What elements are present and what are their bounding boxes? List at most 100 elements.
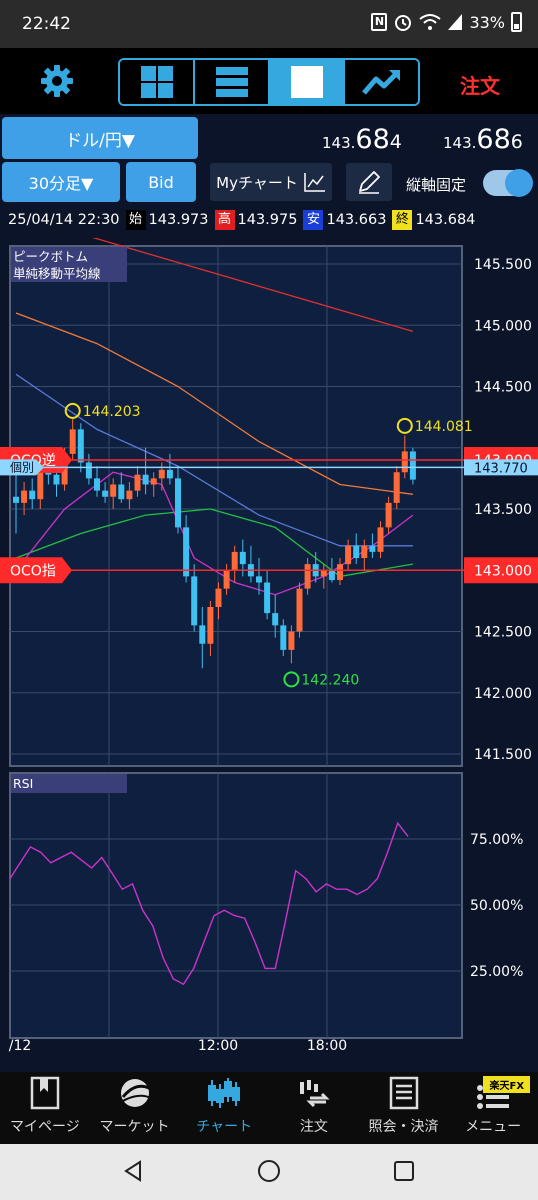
candle-body [166, 469, 173, 479]
currency-pair-selector[interactable]: ドル/円▼ [2, 117, 198, 159]
layout-quad-button[interactable] [120, 60, 195, 104]
candle-body [223, 570, 230, 589]
grid-four-icon [140, 66, 173, 98]
chart-layout-switcher [118, 58, 420, 106]
layout-single-button[interactable] [270, 60, 345, 104]
timeframe-selector[interactable]: 30分足▼ [2, 162, 120, 202]
candle-body [256, 576, 262, 583]
nfc-icon: N [371, 13, 388, 31]
order-button[interactable]: 注文 [460, 74, 500, 98]
candle-body [320, 570, 327, 577]
candle-body [29, 490, 36, 500]
candle-body [337, 564, 343, 581]
top-toolbar: 注文 [0, 48, 538, 114]
candle-body [264, 582, 271, 614]
candlestick-icon [208, 1078, 241, 1108]
candle-body [231, 551, 238, 571]
candle-body [126, 490, 133, 500]
price-tick-label: 141.500 [474, 747, 532, 763]
signal-icon [448, 14, 463, 30]
candle-body [377, 527, 384, 552]
candle-body [328, 570, 335, 581]
main-pane [9, 245, 463, 767]
nav-label: マイページ [9, 1119, 80, 1135]
order-price-label: 143.000 [474, 563, 532, 579]
open-label: 始 [125, 210, 146, 230]
nav-mypage[interactable]: マイページ [0, 1072, 90, 1144]
order-price-tag [464, 557, 538, 584]
candle-body [21, 490, 28, 503]
nav-label: メニュー [465, 1119, 522, 1135]
mychart-label: Myチャート [216, 173, 298, 192]
position-line-tag [0, 459, 44, 476]
nav-market[interactable]: マーケット [90, 1072, 180, 1144]
candle-body [304, 564, 311, 589]
drawing-tool-button[interactable] [346, 163, 392, 201]
status-icons: N 33% [371, 12, 522, 32]
home-circle-icon[interactable] [257, 1159, 281, 1183]
nav-inquiry[interactable]: 照会・決済 [359, 1072, 449, 1144]
rsi-label: RSI [13, 776, 33, 791]
candle-body [239, 551, 246, 565]
battery-icon [511, 12, 522, 32]
nav-menu[interactable]: 楽天FX メニュー [448, 1072, 538, 1144]
candle-body [53, 474, 60, 485]
order-line-label: OCO指 [10, 563, 56, 579]
nav-label: 注文 [299, 1119, 328, 1135]
position-price-tag [464, 459, 538, 476]
time-tick-label: 12:00 [198, 1038, 238, 1054]
gear-icon[interactable] [40, 64, 74, 98]
candle-body [158, 469, 165, 479]
rakuten-fx-badge: 楽天FX [483, 1076, 531, 1093]
rsi-line [9, 821, 409, 986]
nav-chart[interactable]: チャート [179, 1072, 269, 1144]
layout-trend-button[interactable] [345, 60, 418, 104]
nav-order[interactable]: 注文 [269, 1072, 359, 1144]
ohlc-datetime: 25/04/14 22:30 [8, 212, 120, 228]
candle-body [191, 576, 198, 626]
candle-body [102, 490, 109, 497]
candle-body [401, 451, 408, 473]
time-tick-label: 18:00 [307, 1038, 347, 1054]
low-label: 安 [303, 210, 324, 230]
peak-label: 144.081 [415, 419, 473, 435]
peak-label: 144.203 [83, 404, 141, 420]
candle-body [345, 545, 352, 565]
moving-average-line [92, 238, 414, 333]
candle-body [13, 496, 19, 503]
single-square-icon [290, 66, 323, 98]
recents-square-icon[interactable] [393, 1160, 415, 1182]
candle-body [199, 625, 206, 644]
candle-body [385, 502, 392, 528]
axis-lock-toggle[interactable] [483, 169, 533, 197]
candle-body [288, 631, 295, 650]
candle-body [207, 607, 214, 644]
bottom-label: 142.240 [301, 672, 359, 688]
order-line-tag [0, 557, 72, 584]
bottom-navigation: マイページ マーケット チャート 注文 照会・決済 楽天FX メニュー [0, 1072, 538, 1144]
layout-rows-button[interactable] [195, 60, 270, 104]
price-chart[interactable]: 145.500 145.000 144.500 143.500 142.500 142.0… [0, 238, 538, 1068]
ask-price: 143.686 [443, 124, 523, 155]
candle-body [369, 545, 376, 552]
candle-body [353, 545, 360, 558]
price-tick-label: 142.000 [474, 686, 532, 702]
time-tick-label: /12 [9, 1038, 32, 1054]
rows-icon [215, 67, 248, 97]
status-bar: 22:42 N 33% [0, 0, 538, 48]
back-triangle-icon[interactable] [122, 1160, 144, 1182]
bid-price: 143.684 [322, 124, 402, 155]
candle-body [183, 527, 190, 577]
indicator-label: 単純移動平均線 [13, 266, 101, 281]
indicator-label: ピークボトム [13, 249, 88, 264]
bid-ask-toggle[interactable]: Bid [126, 162, 196, 202]
nav-label: チャート [196, 1119, 253, 1135]
alarm-icon [395, 15, 412, 31]
price-tick-label: 143.500 [474, 502, 532, 518]
close-value: 143.684 [415, 212, 476, 228]
position-price-label: 143.770 [474, 461, 528, 476]
mychart-button[interactable]: Myチャート [210, 163, 332, 201]
peak-marker [396, 417, 413, 434]
candle-body [94, 478, 100, 491]
open-value: 143.973 [148, 212, 209, 228]
